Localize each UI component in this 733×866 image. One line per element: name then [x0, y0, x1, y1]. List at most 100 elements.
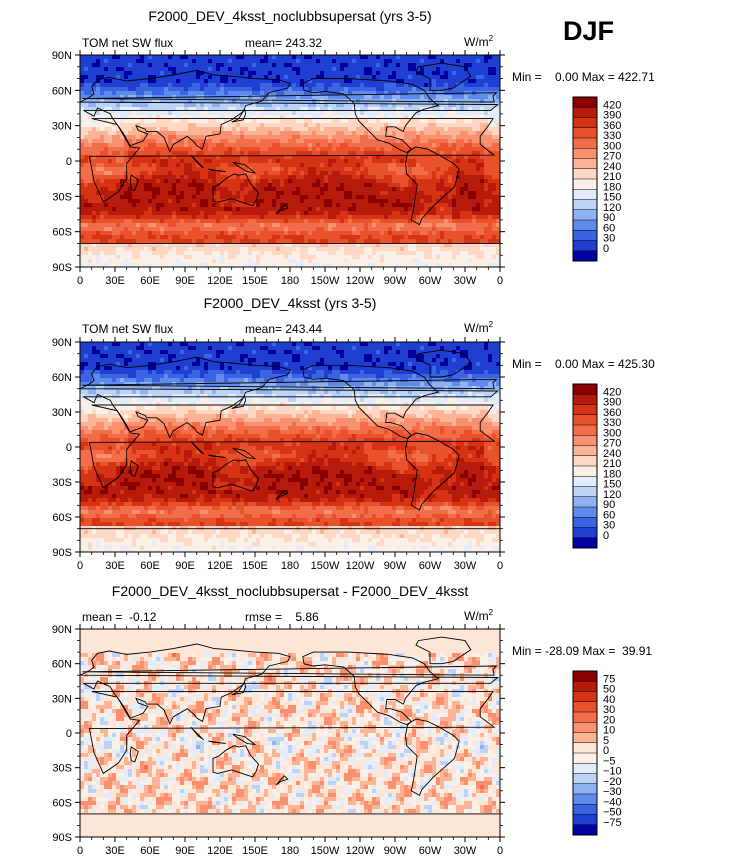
heatmap-cell [92, 685, 97, 690]
heatmap-cell [148, 103, 185, 108]
heatmap-cell [472, 119, 489, 124]
colorbar-box [573, 127, 597, 139]
colorbar-box [573, 486, 597, 498]
heatmap-cell [108, 143, 125, 148]
heatmap-cell [316, 239, 321, 244]
heatmap-cell [488, 498, 497, 503]
heatmap-cell [280, 171, 289, 176]
heatmap-cell [480, 550, 489, 552]
heatmap-cell [400, 227, 433, 232]
heatmap-cell [136, 514, 157, 519]
heatmap-cell [384, 653, 389, 658]
heatmap-cell [312, 131, 317, 136]
heatmap-cell [88, 390, 97, 395]
heatmap-cell [352, 195, 357, 200]
heatmap-cell [428, 478, 433, 483]
heatmap-cell [416, 514, 421, 519]
heatmap-cell [200, 430, 209, 435]
heatmap-cell [416, 546, 421, 551]
heatmap-cell [348, 87, 377, 92]
heatmap-cell [496, 223, 500, 228]
heatmap-cell [460, 211, 473, 216]
heatmap-cell [228, 163, 241, 168]
heatmap-cell [408, 83, 425, 88]
heatmap-cell [184, 175, 189, 180]
heatmap-cell [136, 87, 165, 92]
heatmap-cell [452, 494, 465, 499]
heatmap-cell [480, 665, 489, 670]
heatmap-cell [112, 418, 125, 423]
heatmap-cell [80, 681, 85, 686]
heatmap-cell [468, 183, 485, 188]
heatmap-cell [112, 171, 125, 176]
heatmap-cell [228, 486, 233, 491]
heatmap-cell [248, 669, 257, 674]
heatmap-cell [456, 454, 469, 459]
heatmap-cell [456, 59, 461, 64]
heatmap-cell [364, 514, 373, 519]
heatmap-cell [84, 482, 105, 487]
heatmap-cell [116, 362, 121, 367]
heatmap-cell [472, 107, 481, 112]
heatmap-cell [172, 430, 181, 435]
heatmap-cell [80, 346, 93, 351]
heatmap-cell [172, 653, 177, 658]
heatmap-cell [292, 534, 301, 539]
heatmap-cell [484, 506, 500, 511]
heatmap-cell [252, 350, 257, 355]
heatmap-cell [472, 418, 485, 423]
heatmap-cell [476, 195, 500, 200]
heatmap-cell [412, 259, 421, 264]
colorbar-label: 390 [603, 397, 621, 409]
heatmap-cell [252, 474, 265, 479]
heatmap-cell [328, 107, 333, 112]
heatmap-cell [368, 115, 377, 120]
heatmap-cell [120, 75, 125, 80]
heatmap-cell [280, 510, 325, 515]
heatmap-cell [480, 179, 485, 184]
heatmap-cell [312, 665, 317, 670]
heatmap-cell [256, 219, 285, 224]
heatmap-cell [300, 402, 305, 407]
heatmap-cell [420, 394, 433, 399]
heatmap-cell [416, 498, 421, 503]
heatmap-cell [236, 426, 281, 431]
heatmap-cell [136, 378, 145, 383]
heatmap-cell [180, 522, 201, 527]
heatmap-cell [204, 442, 213, 447]
heatmap-cell [296, 653, 301, 658]
heatmap-cell [204, 183, 221, 188]
heatmap-cell [400, 159, 405, 164]
heatmap-cell [124, 502, 133, 507]
heatmap-cell [148, 362, 157, 367]
heatmap-cell [296, 247, 301, 252]
heatmap-cell [260, 486, 269, 491]
heatmap-cell [156, 167, 185, 172]
heatmap-cell [356, 207, 405, 212]
heatmap-cell [496, 534, 500, 539]
heatmap-cell [220, 183, 241, 188]
heatmap-cell [448, 370, 457, 375]
heatmap-cell [308, 350, 337, 355]
heatmap-cell [364, 498, 373, 503]
heatmap-cell [360, 534, 373, 539]
heatmap-cell [380, 63, 385, 68]
heatmap-cell [324, 370, 333, 375]
heatmap-cell [496, 478, 500, 483]
heatmap-cell [212, 346, 229, 351]
heatmap-cell [296, 111, 325, 116]
heatmap-cell [152, 470, 173, 475]
heatmap-cell [192, 530, 217, 535]
heatmap-cell [220, 366, 225, 371]
heatmap-cell [172, 263, 185, 267]
heatmap-cell [320, 107, 329, 112]
heatmap-cell [468, 362, 473, 367]
heatmap-cell [260, 87, 289, 92]
heatmap-cell [140, 251, 153, 256]
heatmap-cell [176, 251, 185, 256]
heatmap-cell [456, 430, 465, 435]
heatmap-cell [456, 438, 473, 443]
heatmap-cell [272, 470, 297, 475]
heatmap-cell [492, 474, 500, 479]
heatmap-cell [452, 422, 457, 427]
